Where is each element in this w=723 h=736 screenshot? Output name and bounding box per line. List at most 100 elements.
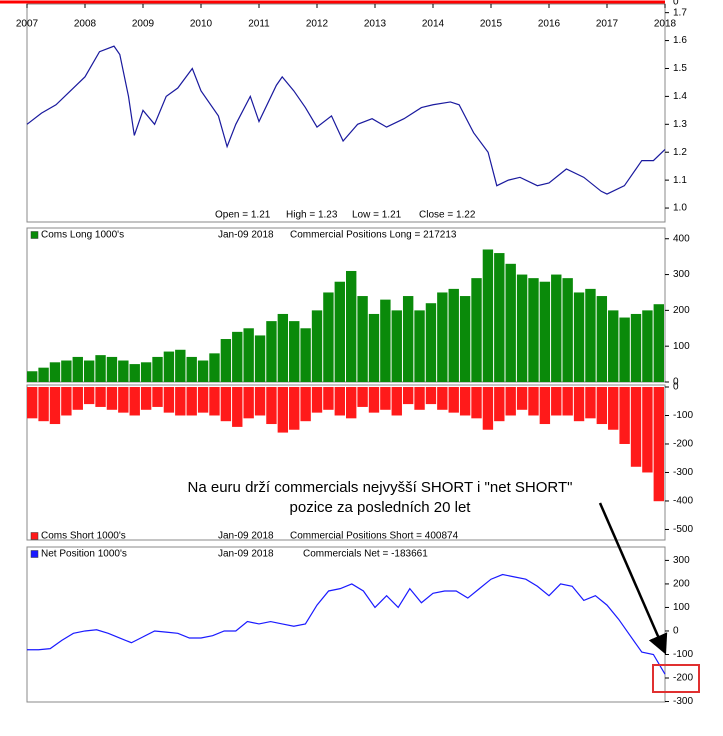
highlight-box (652, 664, 700, 693)
bar (106, 386, 118, 410)
bar (380, 299, 391, 382)
bar (106, 356, 118, 382)
x-tick-label: 2018 (654, 19, 677, 30)
x-tick-label: 2009 (132, 19, 155, 30)
bar (129, 386, 140, 416)
bar (140, 386, 152, 410)
bar (448, 386, 459, 413)
x-tick-label: 2013 (364, 19, 387, 30)
y-tick-label: -400 (673, 496, 693, 507)
header-text: Jan-09 2018 (218, 531, 274, 542)
bar (368, 386, 380, 413)
bar (254, 335, 266, 382)
bar (562, 278, 573, 382)
bar (163, 386, 175, 413)
y-tick-label: 1.0 (673, 203, 687, 214)
bar (186, 386, 197, 416)
bar (630, 386, 642, 467)
bar (38, 367, 49, 382)
arrow (598, 502, 668, 655)
bar (414, 310, 425, 382)
bar (619, 317, 630, 382)
bar (289, 321, 300, 382)
bar (402, 386, 414, 405)
x-tick-label: 2015 (480, 19, 503, 30)
bar (289, 386, 300, 430)
bar (220, 339, 232, 382)
bar (448, 288, 459, 382)
bar (323, 292, 334, 382)
bar (27, 386, 38, 419)
bar (585, 386, 596, 419)
bar (619, 386, 630, 444)
header-text: Commercials Net = -183661 (303, 549, 428, 560)
bar (323, 386, 334, 410)
bar (277, 313, 289, 382)
bar (551, 386, 562, 416)
bar (437, 292, 448, 382)
x-tick-label: 2011 (248, 19, 270, 30)
bar (175, 349, 186, 382)
bar (118, 386, 129, 413)
bar (266, 386, 277, 425)
bar (391, 310, 402, 382)
bar (573, 386, 585, 422)
header-text: Jan-09 2018 (218, 549, 274, 560)
y-tick-label: -200 (673, 673, 693, 684)
x-tick-label: 2014 (422, 19, 445, 30)
legend-label: Coms Long 1000's (41, 230, 124, 241)
y-tick-label: 1.1 (673, 175, 687, 186)
bar (186, 356, 197, 382)
bar (49, 386, 61, 425)
bar (163, 351, 175, 382)
bar (38, 386, 49, 422)
bar (83, 386, 95, 405)
bar (402, 296, 414, 382)
bar (539, 281, 551, 382)
bar (83, 360, 95, 382)
bar (277, 386, 289, 433)
bar (459, 386, 471, 416)
bar (232, 386, 243, 427)
bar (380, 386, 391, 410)
header-text: Close = 1.22 (419, 210, 476, 221)
bar (596, 296, 608, 382)
bar (437, 386, 448, 410)
bar (334, 281, 345, 382)
y-tick-label: -100 (673, 410, 693, 421)
legend-swatch (30, 231, 39, 239)
bar (357, 386, 368, 407)
y-tick-label: -500 (673, 524, 693, 535)
bar (72, 386, 83, 410)
y-tick-label: 100 (673, 341, 690, 352)
y-tick-label: 0 (673, 377, 679, 388)
y-tick-label: 1.5 (673, 63, 687, 74)
bar (505, 386, 516, 416)
line-series (27, 573, 666, 675)
y-tick-label: 1.6 (673, 35, 687, 46)
panel-frame (26, 546, 666, 703)
legend-label: Net Position 1000's (41, 549, 127, 560)
bar (425, 386, 437, 405)
bar (653, 386, 664, 502)
bar (209, 386, 220, 416)
bar (653, 304, 664, 382)
bar (528, 278, 539, 382)
y-tick-label: -300 (673, 467, 693, 478)
bar (140, 362, 152, 382)
bar (300, 328, 311, 382)
bar (266, 321, 277, 382)
bar (254, 386, 266, 416)
bar (585, 288, 596, 382)
bar (528, 386, 539, 416)
bar (209, 353, 220, 382)
y-tick-label: 400 (673, 233, 690, 244)
bar (642, 310, 653, 382)
bar (243, 386, 254, 419)
bar (505, 263, 516, 382)
x-tick-label: 2017 (596, 19, 619, 30)
bar (72, 356, 83, 382)
bar (197, 386, 209, 413)
y-tick-label: 1.7 (673, 7, 687, 18)
